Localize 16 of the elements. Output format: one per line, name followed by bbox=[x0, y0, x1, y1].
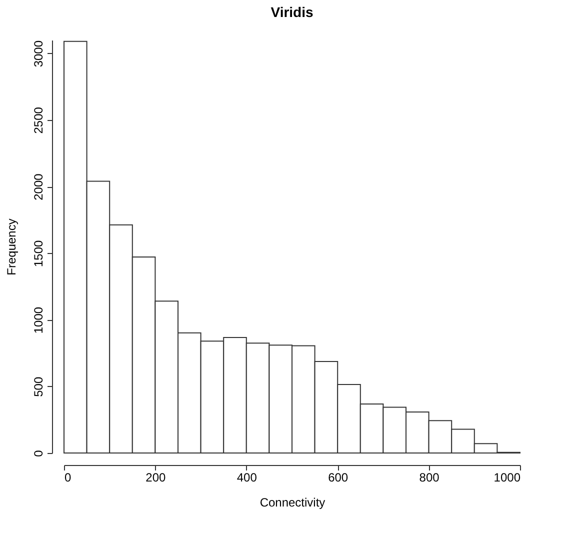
y-tick-label: 1500 bbox=[32, 240, 46, 268]
x-axis-title: Connectivity bbox=[260, 496, 326, 510]
x-tick-label: 0 bbox=[64, 470, 72, 484]
x-tick-label: 1000 bbox=[494, 470, 521, 484]
x-tick-label: 800 bbox=[419, 470, 440, 484]
y-tick-label: 3000 bbox=[32, 40, 46, 68]
x-tick-label: 400 bbox=[236, 470, 258, 484]
y-tick-label: 0 bbox=[32, 450, 46, 457]
x-tick-label: 600 bbox=[328, 470, 348, 484]
y-tick-label: 2000 bbox=[32, 173, 46, 200]
y-tick-label: 500 bbox=[32, 376, 46, 397]
y-tick-label: 1000 bbox=[32, 306, 46, 334]
x-tick-label: 200 bbox=[146, 470, 166, 484]
chart-title: Viridis bbox=[270, 4, 314, 20]
y-axis-title: Frequency bbox=[4, 218, 18, 276]
y-tick-label: 2500 bbox=[32, 106, 46, 134]
